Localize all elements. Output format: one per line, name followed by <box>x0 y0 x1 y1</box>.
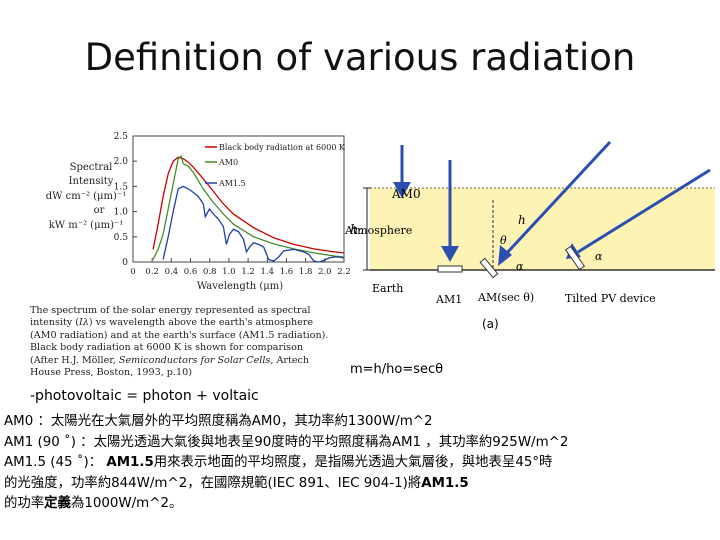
label-atmosphere-visible: Atmosphere <box>344 224 412 237</box>
x-tick-label: 1.6 <box>280 267 294 277</box>
y-tick-label: 1.5 <box>114 182 129 192</box>
x-tick-label: 0.8 <box>203 267 217 277</box>
am1-arrow-head <box>441 246 459 262</box>
photovoltaic-note: -photovoltaic = photon + voltaic <box>30 388 259 404</box>
figure-caption: The spectrum of the solar energy represe… <box>30 305 330 379</box>
definition-am15-end: 的功率定義為1000W/m^2。 <box>4 496 183 512</box>
y-axis-title-line: kW m⁻² (μm)⁻¹ <box>49 220 124 231</box>
x-tick-label: 0.4 <box>165 267 179 277</box>
bold-definition: 定義 <box>44 496 71 512</box>
x-tick-label: 0.6 <box>184 267 198 277</box>
x-tick-label: 1.4 <box>261 267 275 277</box>
legend-label: Black body radiation at 6000 K <box>219 143 346 152</box>
label-h: h <box>518 213 526 227</box>
bold-am15: AM1.5 <box>421 475 469 491</box>
tilted-pv-device <box>564 245 586 271</box>
am1-device <box>437 265 463 273</box>
air-mass-definitions: AM0 ：太陽光在大氣層外的平均照度稱為AM0，其功率約1300W/m^2 AM… <box>4 412 716 515</box>
slide-title: Definition of various radiation <box>84 36 636 79</box>
x-tick-label: 0.2 <box>145 267 159 277</box>
x-tick-label: 1.2 <box>241 267 255 277</box>
y-axis-title: Spectral Intensity dW cm⁻² (μm)⁻¹ or kW … <box>46 162 126 231</box>
y-tick-label: 0.5 <box>114 233 129 243</box>
am-sec-device <box>479 257 499 279</box>
x-tick-label: 1.0 <box>222 267 236 277</box>
caption-symbol: Iλ <box>79 317 89 329</box>
y-axis-title-line: or <box>94 205 105 216</box>
series-line-am0 <box>152 155 345 260</box>
label-panel: (a) <box>482 317 499 331</box>
legend-label: AM1.5 <box>218 179 246 188</box>
definition-am0: AM0 ：太陽光在大氣層外的平均照度稱為AM0，其功率約1300W/m^2 <box>4 414 433 429</box>
label-am-sec: AM(sec θ) <box>477 291 534 304</box>
x-tick-label: 1.8 <box>299 267 313 277</box>
x-axis-title: Wavelength (μm) <box>197 281 283 292</box>
label-alpha-2: α <box>595 250 603 263</box>
y-tick-label: 1.0 <box>114 208 129 218</box>
label-alpha-1: α <box>516 260 524 273</box>
x-tick-label: 0 <box>130 267 135 277</box>
x-tick-label: 2.0 <box>318 267 332 277</box>
am-sec-arrow <box>503 140 612 257</box>
caption-book-title: Semiconductors for Solar Cells <box>118 354 271 366</box>
label-h0: h₀ <box>350 223 364 238</box>
series-line-am1-5 <box>162 185 345 263</box>
y-axis-title-line: dW cm⁻² (μm)⁻¹ <box>46 191 126 202</box>
tilted-arrow <box>577 168 711 254</box>
definition-am1: AM1 (90 ˚) ：太陽光透過大氣後與地表呈90度時的平均照度稱為AM1 ，… <box>4 434 569 450</box>
caption-text: The spectrum of the solar energy represe… <box>30 305 311 329</box>
y-tick-label: 2.0 <box>114 157 129 167</box>
bold-am15: AM1.5 <box>106 455 154 471</box>
air-mass-diagram: h₀ AM0 h Atmosphere Atmosphere θ α α Ear… <box>344 140 715 331</box>
label-tilted-pv: Tilted PV device <box>565 292 656 305</box>
definition-am15: AM1.5 (45 ˚)： AM1.5用來表示地面的平均照度，是指陽光透過大氣層… <box>4 455 553 471</box>
legend-label: AM0 <box>218 158 238 167</box>
spectrum-chart: Spectral Intensity dW cm⁻² (μm)⁻¹ or kW … <box>46 132 351 292</box>
label-am0: AM0 <box>391 187 421 201</box>
y-axis-title-line: Spectral <box>70 162 113 173</box>
label-am1: AM1 <box>435 293 462 306</box>
label-earth: Earth <box>372 282 403 295</box>
y-tick-label: 2.5 <box>114 132 129 142</box>
air-mass-formula: m=h/ho=secθ <box>350 362 444 377</box>
series-line-black-body-radiation-at-6000-k <box>152 156 345 254</box>
label-theta: θ <box>500 234 507 247</box>
x-tick-label: 2.2 <box>337 267 351 277</box>
y-tick-label: 0 <box>122 258 128 268</box>
caption-text: ) vs wavelength above the earth's atmosp… <box>30 317 329 366</box>
am-sec-arrow-head <box>498 245 512 266</box>
y-axis-title-line: Intensity <box>69 176 114 187</box>
plot-area <box>132 135 345 263</box>
caption-text: , Artech House Press, Boston, 1993, p.10… <box>30 354 310 379</box>
definition-am15-cont: 的光強度，功率約844W/m^2，在國際規範(IEC 891、IEC 904-1… <box>4 475 469 491</box>
am0-arrow-head <box>393 182 411 198</box>
